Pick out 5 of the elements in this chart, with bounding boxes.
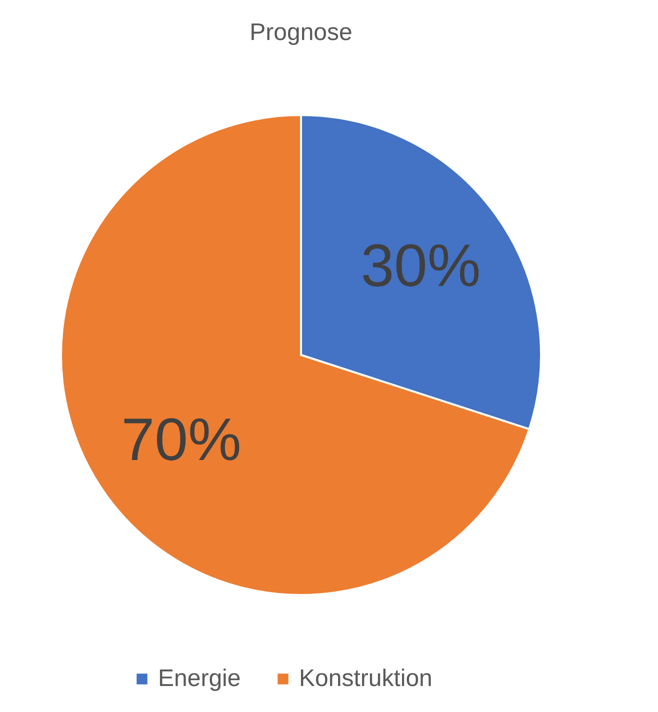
chart-title: Prognose — [250, 19, 352, 46]
data-label: 30% — [360, 232, 481, 300]
legend-label: Konstruktion — [299, 665, 432, 692]
legend-label: Energie — [158, 665, 241, 692]
data-label: 70% — [121, 406, 242, 473]
